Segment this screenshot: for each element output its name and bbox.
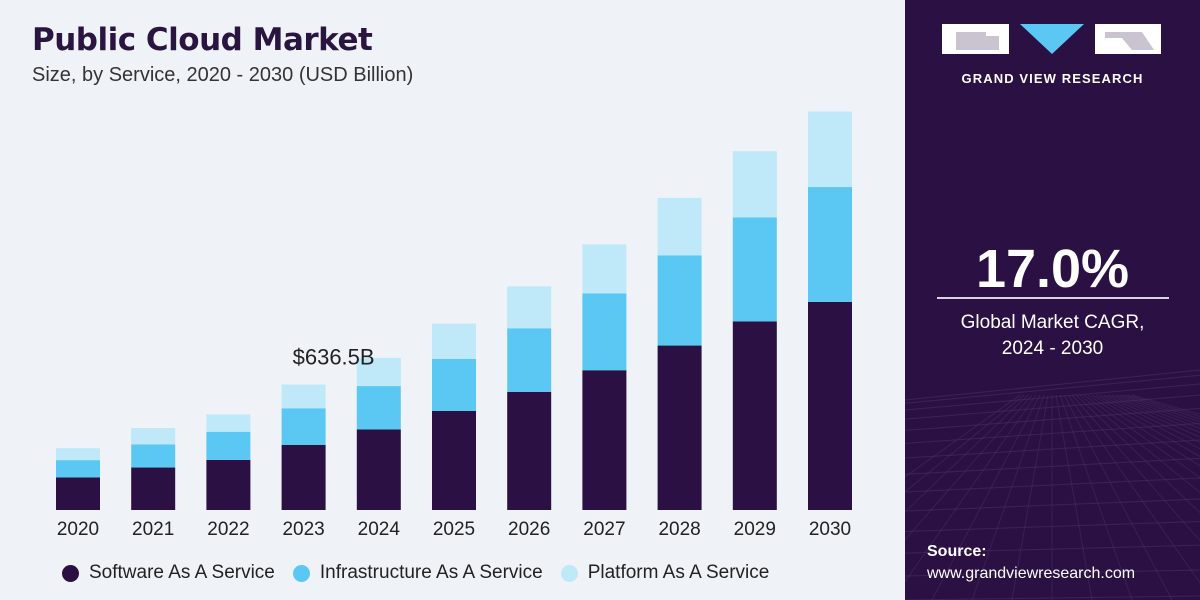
divider <box>937 297 1169 299</box>
chart-legend: Software As A Service Infrastructure As … <box>62 562 787 584</box>
bar-software-2029 <box>732 321 777 510</box>
bar-platform-2029 <box>732 151 777 218</box>
source-link[interactable]: www.grandviewresearch.com <box>927 565 1136 582</box>
bar-platform-2024 <box>356 357 401 387</box>
x-tick-label-2028: 2028 <box>658 519 700 540</box>
bar-software-2027 <box>582 370 627 510</box>
bar-software-2026 <box>507 391 552 510</box>
bar-infrastructure-2030 <box>808 187 852 302</box>
bar-platform-2025 <box>432 323 476 359</box>
bar-software-2028 <box>657 345 702 510</box>
legend-swatch-platform <box>560 564 578 582</box>
bar-platform-2023 <box>281 384 326 409</box>
bar-platform-2020 <box>56 448 100 461</box>
stacked-bar-chart: 2020 2021 2022 2023 2024 2025 2026 2027 2028 2029… <box>56 111 852 540</box>
legend-swatch-infrastructure <box>292 564 310 582</box>
brand-logo <box>942 24 1161 54</box>
cagr-label-line2: 2024 - 2030 <box>1001 338 1104 359</box>
x-tick-label-2025: 2025 <box>433 519 475 540</box>
x-tick-label-2027: 2027 <box>583 519 625 540</box>
legend-label-infrastructure: Infrastructure As A Service <box>319 562 543 583</box>
bar-platform-2028 <box>657 197 702 256</box>
bar-infrastructure-2027 <box>582 293 627 371</box>
bar-infrastructure-2025 <box>432 358 476 411</box>
cagr-value: 17.0% <box>975 239 1130 299</box>
chart-panel: Public Cloud Market Size, by Service, 20… <box>32 22 852 584</box>
x-tick-label-2029: 2029 <box>734 519 776 540</box>
cagr-label-line1: Global Market CAGR, <box>960 312 1145 333</box>
legend-swatch-software <box>62 564 79 582</box>
legend-label-platform: Platform As A Service <box>587 562 770 583</box>
cagr-label: Global Market CAGR, 2024 - 2030 <box>905 310 1200 362</box>
bar-software-2025 <box>432 410 476 510</box>
bar-platform-2026 <box>507 286 552 329</box>
bar-platform-2021 <box>131 428 176 445</box>
source-label: Source: <box>927 543 987 560</box>
x-tick-label-2022: 2022 <box>207 519 249 540</box>
x-tick-label-2023: 2023 <box>282 519 324 540</box>
x-tick-label-2020: 2020 <box>57 519 99 540</box>
bar-infrastructure-2021 <box>131 444 176 468</box>
bar-platform-2027 <box>582 244 627 294</box>
bar-infrastructure-2029 <box>732 217 777 322</box>
summary-panel: GRAND VIEW RESEARCH 17.0% Global Market … <box>905 0 1200 600</box>
bar-platform-2030 <box>808 111 852 188</box>
bar-software-2022 <box>206 459 251 510</box>
bar-software-2030 <box>808 301 852 510</box>
bar-software-2021 <box>131 467 176 510</box>
perspective-grid-decoration <box>905 369 1200 600</box>
x-tick-label-2030: 2030 <box>809 519 851 540</box>
bar-infrastructure-2023 <box>281 408 326 445</box>
legend-item-platform: Platform As A Service <box>560 562 770 584</box>
x-tick-label-2024: 2024 <box>358 519 401 540</box>
bar-infrastructure-2028 <box>657 255 702 346</box>
annotation-label-0: $636.5B <box>293 345 375 370</box>
bar-infrastructure-2026 <box>507 328 552 392</box>
x-tick-label-2026: 2026 <box>508 519 550 540</box>
chart-subtitle: Size, by Service, 2020 - 2030 (USD Billi… <box>32 64 414 86</box>
bar-software-2020 <box>56 477 100 510</box>
bar-infrastructure-2022 <box>206 431 251 460</box>
bar-software-2023 <box>281 444 326 510</box>
legend-item-software: Software As A Service <box>62 562 275 584</box>
legend-item-infrastructure: Infrastructure As A Service <box>292 562 543 584</box>
bar-infrastructure-2020 <box>56 460 100 478</box>
legend-label-software: Software As A Service <box>89 562 275 583</box>
bar-software-2024 <box>356 429 401 510</box>
bar-platform-2022 <box>206 414 251 432</box>
brand-name: GRAND VIEW RESEARCH <box>961 71 1144 86</box>
chart-title: Public Cloud Market <box>32 22 373 58</box>
x-tick-label-2021: 2021 <box>132 519 174 540</box>
bar-infrastructure-2024 <box>356 386 401 430</box>
